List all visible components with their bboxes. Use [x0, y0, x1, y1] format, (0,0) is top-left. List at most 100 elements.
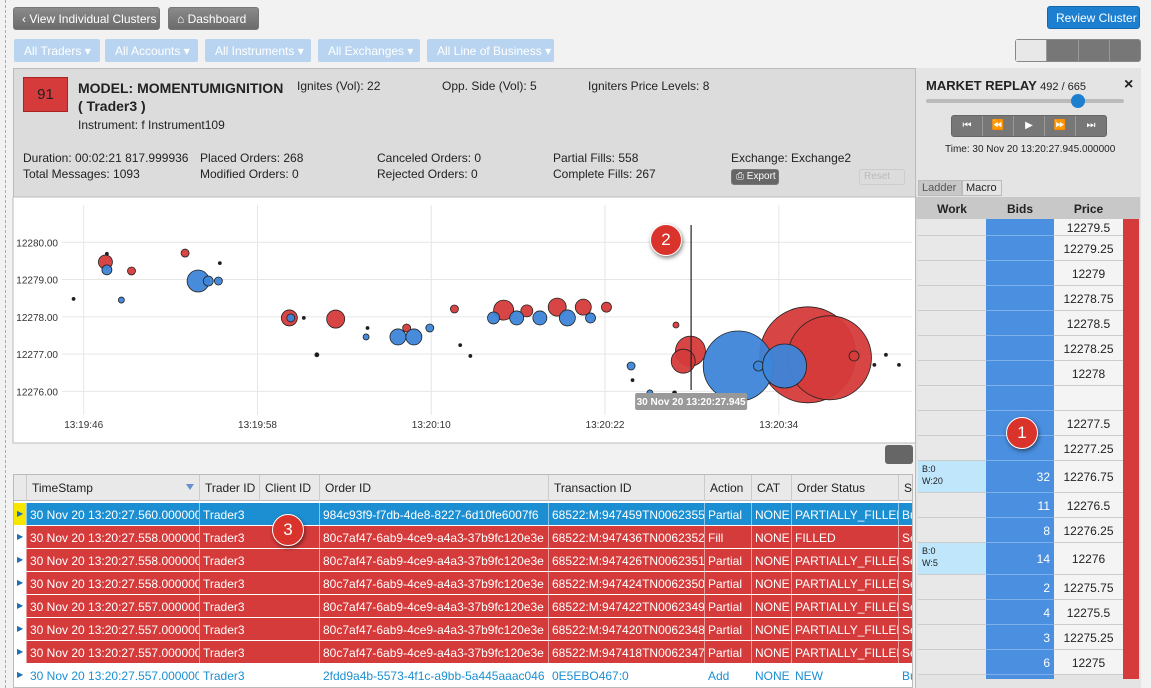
column-header[interactable]: Sid — [898, 475, 912, 501]
table-row[interactable] — [26, 572, 912, 594]
filter-dropdown[interactable]: All Accounts ▾ — [105, 39, 198, 62]
first[interactable]: ⏮ — [952, 116, 983, 136]
slider-thumb[interactable] — [1071, 94, 1085, 108]
work-cell — [918, 493, 986, 518]
work-cell — [918, 625, 986, 650]
table-row[interactable] — [26, 641, 912, 663]
bubble — [202, 275, 214, 287]
close-button[interactable]: × — [1124, 76, 1134, 93]
ladder-column: Work — [937, 202, 967, 216]
bubble — [585, 312, 596, 324]
y-tick-label: 12278.00 — [16, 313, 58, 324]
column-header[interactable]: Order ID — [319, 475, 548, 501]
table-row[interactable] — [26, 664, 912, 686]
torn-edge — [0, 0, 6, 688]
stat: Exchange: Exchange2 — [731, 151, 852, 165]
bids-cell — [986, 235, 1054, 236]
filter-dropdown[interactable]: All Line of Business ▾ — [427, 39, 554, 62]
back-label: View Individual Clusters — [29, 12, 157, 26]
work-label: W:5 — [922, 558, 938, 568]
view-switcher[interactable] — [1015, 39, 1141, 62]
column-header[interactable]: CAT — [751, 475, 791, 501]
price-cell — [1054, 386, 1123, 411]
chart-view[interactable] — [1079, 40, 1110, 61]
table-row[interactable] — [26, 503, 912, 525]
table-cell: 68522:M:947426TN0062351 — [548, 549, 704, 571]
table-row[interactable] — [26, 618, 912, 640]
bubble — [897, 362, 901, 367]
table-cell: 30 Nov 20 13:20:27.558.000000 — [26, 549, 199, 571]
last[interactable]: ⏭ — [1086, 120, 1096, 131]
filter-dropdown[interactable]: All Instruments ▾ — [205, 39, 311, 62]
table-cell: Se — [898, 526, 912, 548]
dashboard-button[interactable]: ⌂ Dashboard — [168, 7, 259, 30]
table-row[interactable] — [26, 549, 912, 571]
row-indicator: ▶ — [14, 664, 26, 686]
ladder-header — [916, 197, 1140, 219]
list-view[interactable] — [1016, 40, 1048, 61]
table-row[interactable] — [26, 595, 912, 617]
table-cell: Bu — [898, 664, 912, 686]
ladder-column: Price — [1073, 202, 1104, 216]
slider-track[interactable] — [926, 99, 1124, 103]
column-header[interactable]: Order Status — [791, 475, 898, 501]
ladder-bids: 8 — [1043, 523, 1050, 538]
layers-view[interactable] — [1110, 40, 1140, 61]
rewind[interactable]: ⏪ — [983, 116, 1014, 136]
bids-cell — [986, 517, 1054, 518]
x-tick-label: 13:20:10 — [412, 420, 451, 431]
ladder-price: 12278.5 — [1066, 316, 1111, 331]
column-header[interactable]: Transaction ID — [548, 475, 704, 501]
export-button[interactable]: ⎙ Export — [731, 169, 779, 185]
ladder-tab[interactable]: Ladder — [918, 180, 962, 196]
work-cell — [918, 386, 986, 411]
back-button[interactable]: ‹ View Individual Clusters — [13, 7, 160, 30]
replay-title-text: MARKET REPLAY — [926, 78, 1037, 93]
bids-cell — [986, 599, 1054, 600]
play[interactable]: ▶ — [1014, 116, 1045, 136]
table-cell: Fill — [704, 526, 751, 548]
review-button[interactable]: Review Cluster — [1047, 6, 1140, 29]
callout: 1 — [1006, 417, 1038, 449]
work-cell — [918, 600, 986, 625]
stat: Placed Orders: 268 — [200, 151, 304, 165]
column-header[interactable]: Client ID — [259, 475, 319, 501]
table-row[interactable] — [26, 526, 912, 548]
price-cell — [1054, 625, 1123, 650]
bubble — [402, 323, 412, 333]
row-indicator: ▶ — [14, 503, 26, 525]
table-cell: 30 Nov 20 13:20:27.557.000000 — [26, 595, 199, 617]
table-cell: 984c93f9-f7db-4de8-8227-6d10fe6007f6 — [319, 503, 548, 525]
column-menu[interactable] — [885, 445, 913, 464]
row-indicator: ▶ — [14, 572, 26, 594]
ladder-price: 12275.5 — [1066, 605, 1111, 620]
work-cell — [918, 436, 986, 461]
y-tick-label: 12277.00 — [16, 350, 58, 361]
table-cell: Trader3 — [199, 526, 259, 548]
filter-dropdown[interactable]: All Traders ▾ — [14, 39, 100, 62]
table-cell: Se — [898, 641, 912, 663]
column-header[interactable]: Trader ID — [199, 475, 259, 501]
dashboard-label: Dashboard — [187, 12, 247, 26]
column-header[interactable]: Action — [704, 475, 751, 501]
ladder-price: 12278 — [1071, 366, 1106, 381]
ladder-tab[interactable]: Macro — [962, 180, 1002, 196]
forward[interactable]: ⏩ — [1045, 116, 1076, 136]
grid-view[interactable] — [1047, 40, 1079, 61]
ladder-bids: 3 — [1043, 630, 1050, 645]
bubble — [532, 310, 548, 326]
bubble — [104, 251, 109, 256]
bubble — [217, 261, 222, 266]
bubble — [458, 343, 463, 348]
bids-cell — [986, 492, 1054, 493]
table-cell: 80c7af47-6ab9-4ce9-a4a3-37b9fc120e3e — [319, 549, 548, 571]
ladder-price: 12276.5 — [1066, 498, 1111, 513]
table-cell: PARTIALLY_FILLED — [791, 572, 898, 594]
reset-button[interactable]: Reset — [859, 169, 905, 185]
table: TimeStamp Trader ID Client ID Order ID Trans… — [13, 474, 913, 688]
ignites: Ignites (Vol): 22 — [297, 79, 381, 93]
table-cell: Partial — [704, 572, 751, 594]
filter-dropdown[interactable]: All Exchanges ▾ — [318, 39, 420, 62]
column-header[interactable]: TimeStamp — [26, 475, 199, 501]
